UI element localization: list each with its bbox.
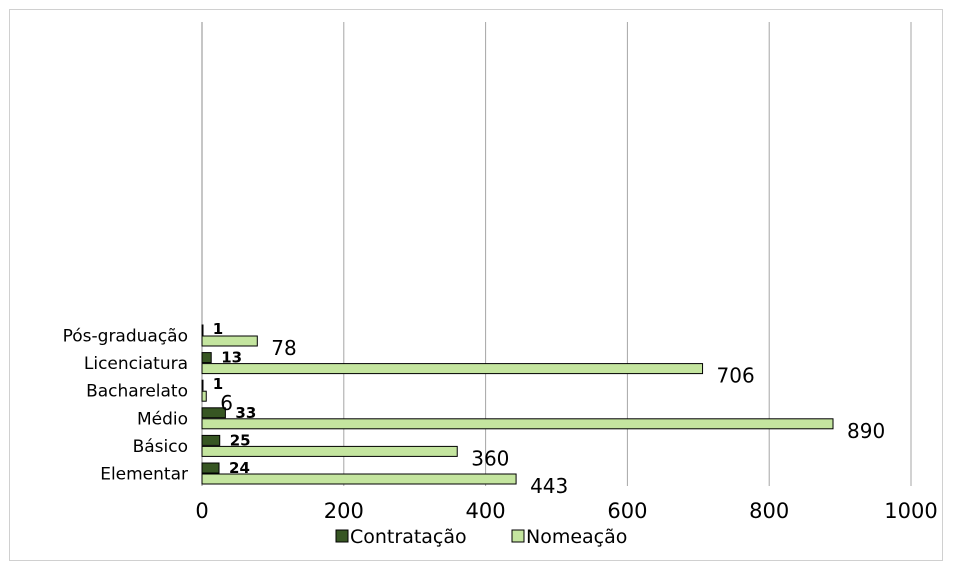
data-label-nomeacao: 360	[471, 446, 509, 470]
bar-contratacao	[201, 352, 212, 364]
data-label-nomeacao: 78	[271, 336, 296, 360]
x-tick-label: 1000	[884, 499, 937, 523]
data-label-nomeacao: 890	[847, 419, 885, 443]
category-label: Licenciatura	[84, 354, 188, 374]
data-label-contratacao: 25	[230, 431, 251, 449]
data-label-contratacao: 24	[229, 459, 250, 477]
bar-contratacao	[201, 462, 220, 474]
bar-nomeacao	[201, 390, 207, 402]
x-tick-label: 200	[324, 499, 364, 523]
data-label-contratacao: 1	[213, 375, 223, 393]
bar-contratacao	[201, 379, 204, 391]
category-label: Básico	[133, 437, 188, 457]
data-label-contratacao: 33	[235, 404, 256, 422]
bar-chart: Elementar Básico Médio Bacharelato Licenciat…	[63, 22, 938, 548]
bar-nomeacao	[201, 363, 704, 375]
x-tick-label: 0	[195, 499, 208, 523]
data-label-nomeacao: 443	[530, 474, 568, 498]
data-label-nomeacao: 706	[717, 364, 755, 388]
legend-swatch-nomeacao	[511, 529, 525, 543]
chart-frame: Elementar Básico Médio Bacharelato Licenciat…	[9, 9, 943, 561]
category-label: Bacharelato	[86, 382, 188, 402]
category-label: Elementar	[100, 465, 188, 485]
x-tick-label: 600	[607, 499, 647, 523]
bar-nomeacao	[201, 473, 517, 485]
bar-contratacao	[201, 407, 226, 419]
bar-contratacao	[201, 324, 204, 336]
bar-nomeacao	[201, 418, 834, 430]
bar-contratacao	[201, 434, 221, 446]
bar-nomeacao	[201, 445, 458, 457]
data-label-nomeacao: 6	[220, 391, 233, 415]
x-tick-label: 800	[749, 499, 789, 523]
x-tick-label: 400	[466, 499, 506, 523]
category-label: Médio	[137, 409, 188, 429]
legend-label-nomeacao: Nomeação	[526, 526, 627, 548]
legend-swatch-contratacao	[335, 529, 349, 543]
legend-label-contratacao: Contratação	[350, 526, 467, 548]
data-label-contratacao: 1	[213, 320, 223, 338]
category-label: Pós-graduação	[63, 327, 188, 347]
data-label-contratacao: 13	[221, 349, 242, 367]
bar-nomeacao	[201, 335, 258, 347]
